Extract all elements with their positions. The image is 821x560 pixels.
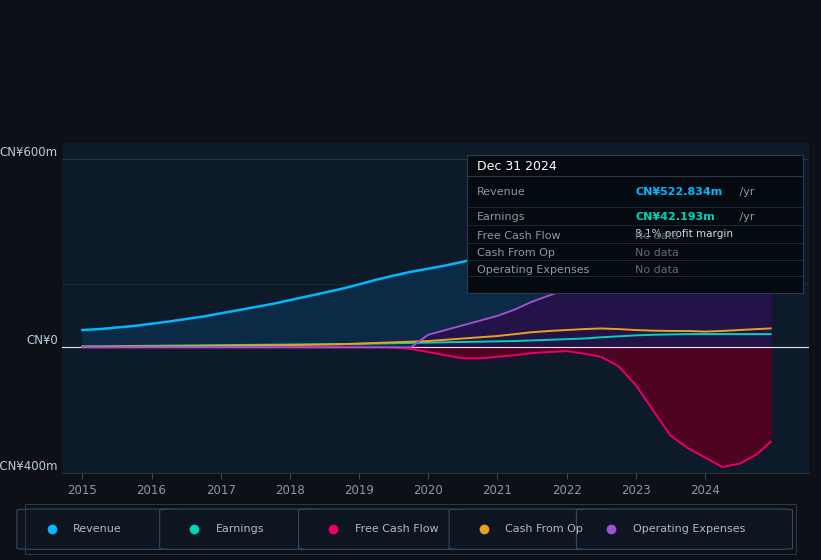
Text: Operating Expenses: Operating Expenses (477, 264, 589, 274)
Text: Cash From Op: Cash From Op (477, 248, 555, 258)
Text: No data: No data (635, 231, 679, 241)
Text: No data: No data (635, 264, 679, 274)
Text: /yr: /yr (736, 212, 754, 222)
Text: CN¥600m: CN¥600m (0, 146, 57, 158)
Text: Operating Expenses: Operating Expenses (633, 524, 745, 534)
Text: Free Cash Flow: Free Cash Flow (355, 524, 438, 534)
FancyBboxPatch shape (299, 509, 461, 549)
Text: Revenue: Revenue (73, 524, 122, 534)
Text: Earnings: Earnings (216, 524, 264, 534)
Text: CN¥0: CN¥0 (26, 334, 57, 347)
Text: Revenue: Revenue (477, 187, 525, 197)
Text: No data: No data (635, 248, 679, 258)
Text: Dec 31 2024: Dec 31 2024 (477, 160, 557, 172)
Text: Cash From Op: Cash From Op (506, 524, 583, 534)
Text: Free Cash Flow: Free Cash Flow (477, 231, 561, 241)
FancyBboxPatch shape (17, 509, 179, 549)
FancyBboxPatch shape (449, 509, 611, 549)
Text: /yr: /yr (736, 187, 754, 197)
Text: -CN¥400m: -CN¥400m (0, 460, 57, 473)
Text: Earnings: Earnings (477, 212, 525, 222)
Text: CN¥42.193m: CN¥42.193m (635, 212, 715, 222)
Text: 8.1% profit margin: 8.1% profit margin (635, 228, 733, 239)
Text: CN¥522.834m: CN¥522.834m (635, 187, 722, 197)
FancyBboxPatch shape (160, 509, 322, 549)
FancyBboxPatch shape (576, 509, 792, 549)
